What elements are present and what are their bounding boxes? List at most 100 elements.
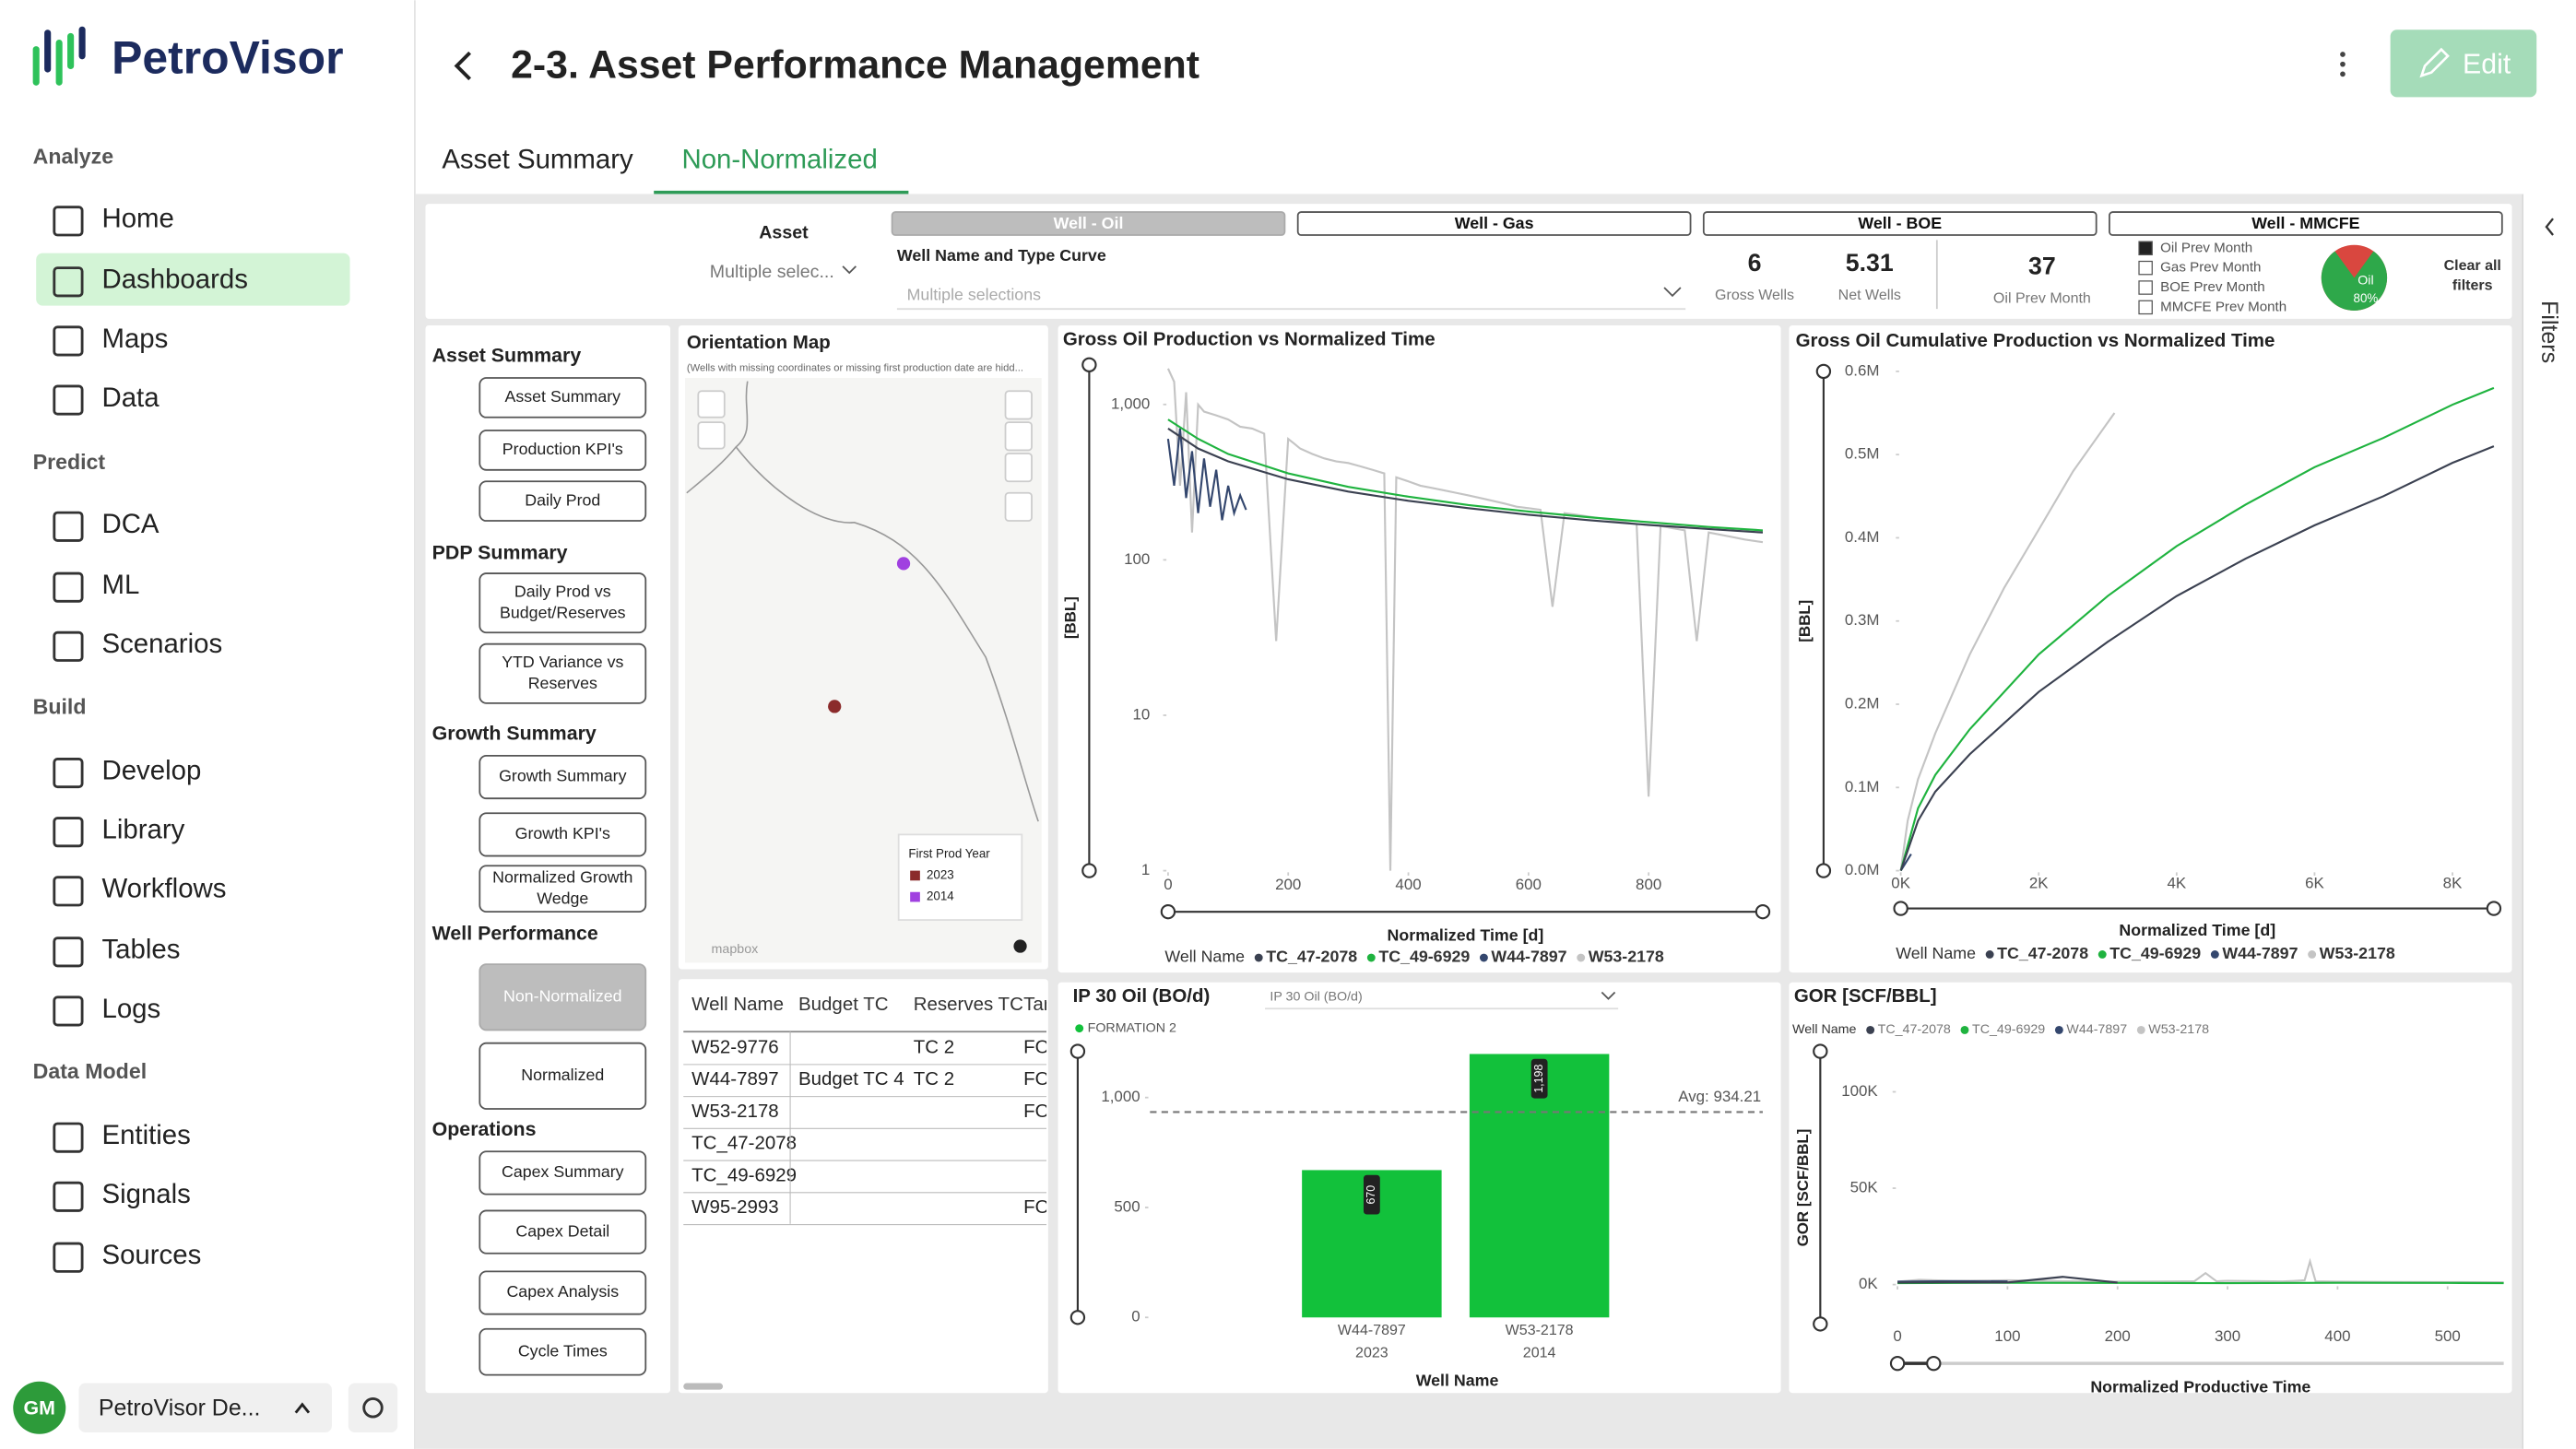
well-tab-label[interactable]: Well - BOE: [1858, 214, 1942, 232]
well-dot[interactable]: [828, 700, 842, 713]
nav-item[interactable]: Tables: [101, 935, 180, 965]
legend-label[interactable]: BOE Prev Month: [2160, 279, 2264, 295]
legend-label[interactable]: TC_49-6929: [2109, 944, 2201, 962]
filter-value[interactable]: Multiple selections: [907, 286, 1042, 304]
legend-label[interactable]: TC_47-2078: [1266, 948, 1357, 966]
nav-button-label[interactable]: Capex Detail: [515, 1221, 609, 1240]
map-control[interactable]: [1004, 491, 1033, 522]
pie-slice[interactable]: [2321, 251, 2388, 311]
nav-button-label[interactable]: Budget/Reserves: [500, 603, 626, 621]
legend-label[interactable]: W44-7897: [2066, 1022, 2127, 1037]
legend-checkbox[interactable]: [2138, 300, 2153, 315]
workspace-name[interactable]: PetroVisor De...: [99, 1396, 261, 1421]
nav-item[interactable]: Signals: [101, 1179, 190, 1209]
well-tab[interactable]: [891, 211, 1286, 236]
nav-item[interactable]: Scenarios: [101, 629, 222, 659]
nav-button-label[interactable]: Daily Prod vs: [514, 582, 611, 600]
slider-handle[interactable]: [1755, 903, 1771, 920]
map-tool[interactable]: [697, 390, 726, 418]
map-tool[interactable]: [697, 421, 726, 450]
nav-button[interactable]: [479, 572, 647, 634]
nav-item[interactable]: Sources: [101, 1240, 201, 1270]
slider-handle[interactable]: [1893, 901, 1908, 916]
well-tab-label[interactable]: Well - Oil: [1054, 214, 1124, 232]
nav-button-label[interactable]: Growth Summary: [499, 767, 627, 785]
slider-handle[interactable]: [1926, 1355, 1942, 1372]
nav-button[interactable]: [479, 642, 647, 704]
clear-filters[interactable]: filters: [2452, 277, 2493, 293]
nav-item[interactable]: Logs: [101, 994, 160, 1024]
nav-button-label[interactable]: Capex Analysis: [506, 1282, 619, 1301]
nav-button[interactable]: [479, 812, 647, 857]
legend-label[interactable]: TC_47-2078: [1997, 944, 2088, 962]
legend-label[interactable]: Oil Prev Month: [2160, 240, 2252, 255]
edit-label[interactable]: Edit: [2463, 49, 2511, 79]
legend-label[interactable]: TC_49-6929: [1378, 948, 1470, 966]
well-tab-label[interactable]: Well - Gas: [1455, 214, 1534, 232]
nav-item[interactable]: Dashboards: [101, 265, 247, 295]
nav-button[interactable]: [479, 1150, 647, 1196]
nav-item[interactable]: Library: [101, 815, 184, 845]
legend-label[interactable]: W44-7897: [2222, 944, 2298, 962]
slider-handle[interactable]: [1069, 1310, 1086, 1325]
tab[interactable]: Asset Summary: [442, 145, 633, 175]
nav-button-label[interactable]: Daily Prod: [525, 490, 600, 509]
nav-button-label[interactable]: Cycle Times: [518, 1341, 608, 1360]
settings-button[interactable]: [348, 1383, 398, 1432]
nav-button-label[interactable]: YTD Variance vs: [502, 653, 623, 671]
nav-button-label[interactable]: Asset Summary: [504, 387, 620, 406]
nav-button[interactable]: [479, 963, 647, 1031]
legend-label[interactable]: Gas Prev Month: [2160, 260, 2261, 276]
nav-item[interactable]: Workflows: [101, 874, 226, 904]
nav-button[interactable]: [479, 865, 647, 913]
slider-handle[interactable]: [1815, 863, 1832, 878]
slider-handle[interactable]: [1813, 1043, 1828, 1059]
map-control[interactable]: [1004, 390, 1033, 420]
nav-button-label[interactable]: Reserves: [528, 674, 597, 692]
legend-label[interactable]: FORMATION 2: [1088, 1020, 1176, 1035]
legend-checkbox[interactable]: [2138, 241, 2153, 256]
nav-button-label[interactable]: Production KPI's: [502, 440, 623, 458]
avatar-initials[interactable]: GM: [24, 1397, 55, 1420]
slider-handle[interactable]: [1889, 1355, 1906, 1372]
nav-button[interactable]: [479, 480, 647, 522]
back-button[interactable]: [454, 51, 472, 81]
filter-value[interactable]: Multiple selec...: [710, 262, 834, 282]
legend-checkbox[interactable]: [2138, 260, 2153, 276]
tab-active[interactable]: Non-Normalized: [681, 145, 877, 175]
legend-label[interactable]: W44-7897: [1491, 948, 1566, 966]
slider-handle[interactable]: [1813, 1316, 1828, 1332]
slider-handle[interactable]: [1081, 863, 1097, 878]
nav-item[interactable]: Maps: [101, 324, 168, 354]
workspace-select[interactable]: [78, 1383, 332, 1432]
clear-filters[interactable]: Clear all: [2444, 257, 2501, 274]
nav-button-label[interactable]: Capex Summary: [502, 1162, 624, 1181]
slider-handle[interactable]: [1069, 1043, 1086, 1059]
well-tab[interactable]: [2109, 211, 2503, 236]
collapse-icon[interactable]: [2545, 218, 2554, 236]
nav-button-label[interactable]: Growth KPI's: [515, 824, 610, 842]
slider-handle[interactable]: [1160, 903, 1176, 920]
well-tab[interactable]: [1702, 211, 2097, 236]
nav-item[interactable]: ML: [101, 570, 139, 600]
nav-item[interactable]: Develop: [101, 755, 201, 785]
nav-button[interactable]: [479, 1270, 647, 1315]
legend-label[interactable]: W53-2178: [2148, 1022, 2209, 1037]
nav-button-label[interactable]: Non-Normalized: [503, 986, 622, 1005]
legend-label[interactable]: W53-2178: [2320, 944, 2395, 962]
well-tab[interactable]: [1296, 211, 1692, 236]
well-tab-label[interactable]: Well - MMCFE: [2251, 214, 2359, 232]
nav-item[interactable]: Home: [101, 204, 173, 234]
nav-button-label[interactable]: Wedge: [537, 889, 588, 907]
legend-checkbox[interactable]: [2138, 280, 2153, 295]
nav-item[interactable]: DCA: [101, 509, 159, 539]
legend-label[interactable]: TC_49-6929: [1972, 1022, 2045, 1037]
nav-button[interactable]: [479, 1042, 647, 1110]
info-icon[interactable]: [1013, 939, 1027, 953]
slider-handle[interactable]: [2486, 901, 2502, 916]
nav-button[interactable]: [479, 754, 647, 800]
edit-button[interactable]: [2390, 29, 2537, 98]
slider-handle[interactable]: [1815, 363, 1832, 380]
measure-select[interactable]: IP 30 Oil (BO/d): [1270, 990, 1362, 1005]
nav-button[interactable]: [479, 1209, 647, 1255]
